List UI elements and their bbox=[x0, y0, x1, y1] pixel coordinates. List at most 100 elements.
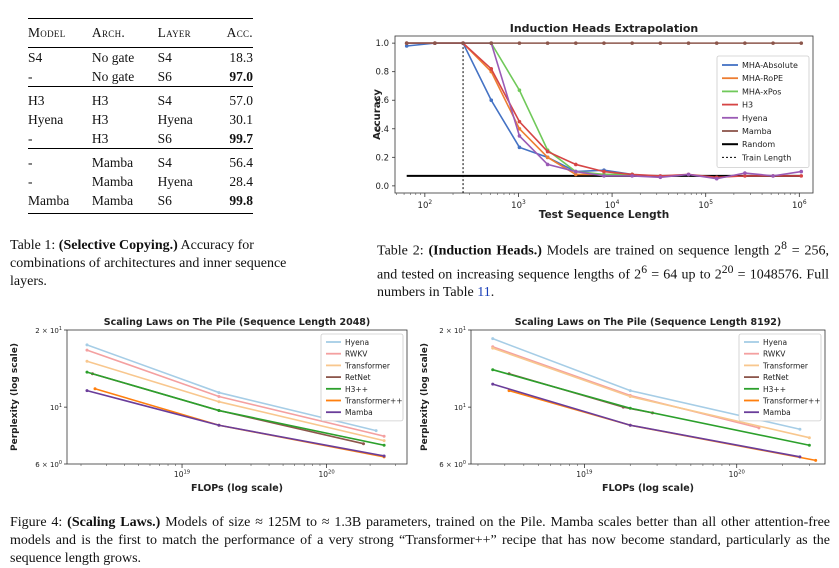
y-tick-label: 0.0 bbox=[375, 182, 389, 192]
table-2-caption-label: Table 2: bbox=[377, 243, 429, 259]
series-line-mha-absolute bbox=[406, 42, 633, 176]
cell-acc: 97.0 bbox=[229, 69, 253, 84]
data-point bbox=[85, 389, 89, 393]
data-point bbox=[573, 169, 578, 174]
y-tick-label: 0.4 bbox=[375, 125, 389, 135]
data-point bbox=[545, 162, 550, 167]
cell-model: H3 bbox=[28, 86, 92, 110]
legend-label: MHA-Absolute bbox=[742, 61, 798, 70]
table-row: Mamba Mamba S6 99.8 bbox=[28, 191, 253, 214]
data-point bbox=[404, 44, 409, 48]
table-row: - Mamba Hyena 28.4 bbox=[28, 172, 253, 191]
y-axis-label: Accuracy bbox=[372, 89, 383, 140]
legend-label: MHA-xPos bbox=[742, 87, 781, 96]
data-point bbox=[771, 174, 775, 178]
data-point bbox=[489, 98, 494, 103]
data-point bbox=[807, 436, 811, 440]
legend-box bbox=[738, 333, 822, 422]
y-tick-label: 0.8 bbox=[375, 68, 389, 78]
figure-4-caption-label: Figure 4: bbox=[10, 515, 68, 530]
table-2-caption-p2: = 256, and tested on increasing sequence… bbox=[377, 243, 829, 283]
series-line-rwkv bbox=[492, 346, 760, 429]
table-2-sup1: 8 bbox=[781, 239, 787, 252]
cell-arch: H3 bbox=[91, 112, 109, 127]
col-model: Model bbox=[28, 18, 92, 48]
cell-arch: Mamba bbox=[91, 174, 134, 189]
data-point bbox=[217, 423, 221, 427]
table-2-caption: Table 2: (Induction Heads.) Models are t… bbox=[377, 237, 829, 302]
table-11-link[interactable]: 11 bbox=[477, 285, 491, 301]
chart-title: Induction Heads Extrapolation bbox=[510, 22, 699, 35]
legend-label: RetNet bbox=[345, 373, 371, 382]
legend-label: RWKV bbox=[763, 350, 786, 359]
legend-label: H3++ bbox=[763, 385, 786, 394]
data-point bbox=[85, 359, 89, 363]
data-point bbox=[602, 41, 606, 45]
data-point bbox=[545, 41, 550, 45]
table-2-caption-p1: Models are trained on sequence length 2 bbox=[546, 243, 782, 259]
data-point bbox=[382, 434, 386, 438]
cell-acc: 99.7 bbox=[229, 131, 253, 146]
legend-label: Transformer++ bbox=[344, 397, 403, 406]
x-tick-label: 104 bbox=[605, 199, 620, 211]
col-acc: Acc. bbox=[212, 18, 253, 48]
data-point bbox=[489, 67, 494, 71]
table-1-caption-body: Accuracy for combinations of architectur… bbox=[10, 238, 287, 289]
chart-title: Scaling Laws on The Pile (Sequence Lengt… bbox=[104, 317, 371, 328]
data-point bbox=[573, 172, 578, 177]
cell-acc: 57.0 bbox=[212, 86, 253, 110]
table-2-sup3: 20 bbox=[721, 262, 734, 276]
data-point bbox=[628, 406, 632, 410]
table-2-caption-end: . bbox=[490, 285, 495, 301]
cell-model: S4 bbox=[28, 50, 43, 65]
cell-acc: 18.3 bbox=[229, 50, 253, 65]
cell-arch: H3 bbox=[91, 86, 158, 110]
table-row: Hyena H3 Hyena 30.1 bbox=[28, 110, 253, 129]
data-point bbox=[404, 41, 409, 45]
table-1: Model Arch. Layer Acc. S4 No gate S4 18.3 - N… bbox=[28, 18, 253, 214]
cell-layer: Hyena bbox=[157, 174, 193, 189]
cell-arch: Mamba bbox=[91, 148, 158, 172]
data-point bbox=[517, 88, 522, 93]
cell-layer: S4 bbox=[157, 148, 213, 172]
data-point bbox=[517, 134, 522, 138]
x-tick-label: 105 bbox=[698, 199, 713, 211]
data-point bbox=[757, 426, 761, 430]
cell-arch: H3 bbox=[91, 131, 109, 146]
data-point bbox=[517, 126, 522, 131]
table-1-caption: Table 1: (Selective Copying.) Accuracy f… bbox=[10, 237, 310, 291]
data-point bbox=[517, 119, 522, 124]
legend-label: Transformer++ bbox=[762, 397, 821, 406]
legend-label: Hyena bbox=[345, 338, 369, 347]
y-tick-label: 1.0 bbox=[375, 39, 389, 49]
data-point bbox=[85, 343, 89, 347]
cell-arch: No gate bbox=[91, 50, 135, 65]
data-point bbox=[217, 409, 221, 413]
data-point bbox=[545, 155, 550, 160]
data-point bbox=[743, 174, 747, 178]
data-point bbox=[491, 346, 495, 350]
x-tick-label: 106 bbox=[792, 199, 807, 211]
legend-label: RWKV bbox=[345, 350, 368, 359]
y-tick-label: 6 × 100 bbox=[439, 460, 466, 469]
series-line-mha-rope bbox=[406, 42, 633, 176]
data-point bbox=[602, 169, 606, 174]
figure-4-caption: Figure 4: (Scaling Laws.) Models of size… bbox=[10, 514, 830, 568]
data-point bbox=[573, 162, 578, 167]
legend-label: H3 bbox=[742, 101, 753, 110]
cell-model: - bbox=[28, 148, 92, 172]
cell-layer: S6 bbox=[157, 69, 172, 84]
y-tick-label: 6 × 100 bbox=[35, 460, 62, 469]
scaling-8192-chart: Scaling Laws on The Pile (Sequence Lengt… bbox=[420, 317, 826, 494]
data-point bbox=[361, 442, 365, 446]
data-point bbox=[658, 41, 663, 45]
cell-model: - bbox=[28, 131, 33, 146]
data-point bbox=[489, 41, 494, 45]
data-point bbox=[798, 455, 802, 459]
data-point bbox=[545, 149, 550, 154]
cell-acc: 56.4 bbox=[212, 148, 253, 172]
table-row: S4 No gate S4 18.3 bbox=[28, 48, 253, 68]
table-1-caption-title: (Selective Copying.) bbox=[58, 238, 178, 253]
data-point bbox=[85, 348, 89, 352]
figure-4-caption-body: Models of size ≈ 125M to ≈ 1.3B paramete… bbox=[10, 515, 830, 566]
